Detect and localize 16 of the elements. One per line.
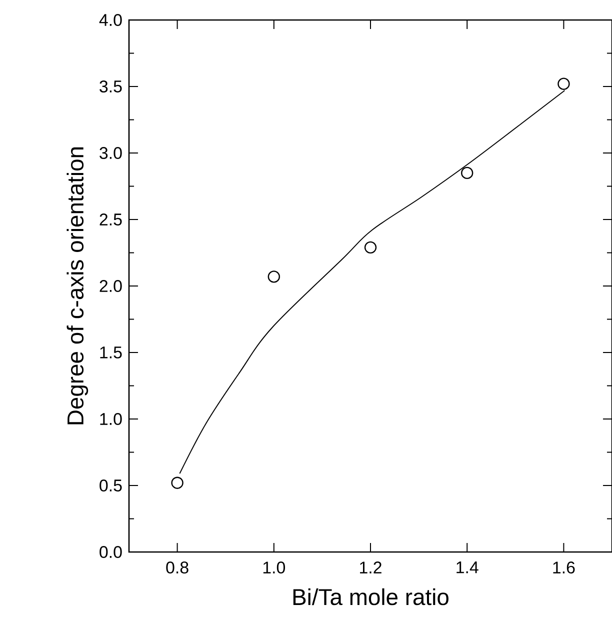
y-tick-label: 1.0 <box>100 413 122 425</box>
x-axis-title: Bi/Ta mole ratio <box>293 588 448 606</box>
y-tick-label: 2.5 <box>100 214 122 226</box>
y-tick-label: 4.0 <box>99 14 122 26</box>
y-tick-label: 1.5 <box>100 346 122 358</box>
y-tick-label: 0.5 <box>100 480 122 492</box>
y-tick-label: 3.0 <box>100 147 122 159</box>
y-tick-label: 3.5 <box>100 80 122 92</box>
x-tick-label: 1.0 <box>263 562 286 574</box>
y-tick-label: 2.0 <box>100 280 122 292</box>
y-tick-label: 0.0 <box>100 546 122 558</box>
x-tick-label: 1.6 <box>553 562 575 574</box>
x-tick-label: 1.4 <box>456 562 478 574</box>
x-tick-label: 0.8 <box>166 562 188 574</box>
x-tick-label: 1.2 <box>360 562 382 574</box>
y-axis-title: Degree of c-axis orientation <box>66 147 88 424</box>
